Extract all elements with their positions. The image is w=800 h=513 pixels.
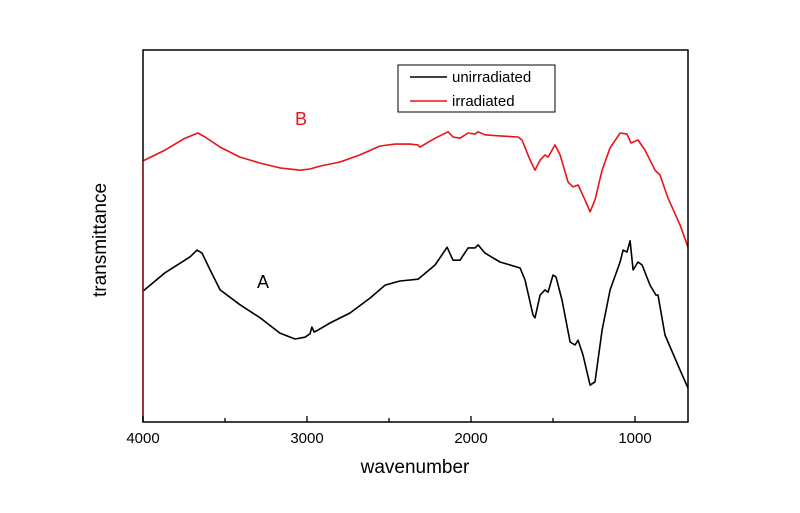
legend-label-unirradiated: unirradiated (452, 69, 531, 86)
y-axis-label: transmittance (90, 183, 111, 297)
series-line-irradiated (142, 131, 689, 248)
x-ticks: 4000 3000 2000 1000 (126, 416, 652, 447)
annotation-a: A (257, 272, 269, 292)
x-tick-label: 3000 (290, 430, 323, 447)
series-line-unirradiated (142, 240, 689, 389)
annotation-b: B (295, 109, 307, 129)
x-tick-label: 4000 (126, 430, 159, 447)
legend-box (397, 64, 556, 113)
series-layer (142, 131, 689, 389)
x-axis-label: wavenumber (360, 457, 470, 478)
x-tick-label: 2000 (454, 430, 487, 447)
legend-label-irradiated: irradiated (452, 93, 515, 110)
x-tick-label: 1000 (618, 430, 651, 447)
legend: unirradiated irradiated (397, 64, 556, 113)
